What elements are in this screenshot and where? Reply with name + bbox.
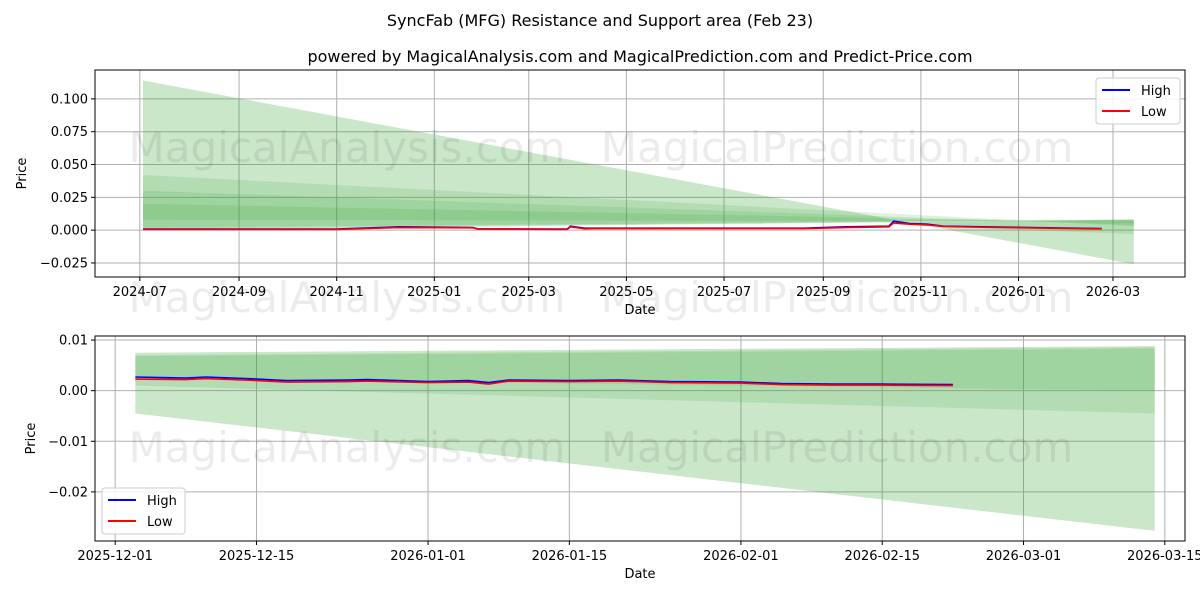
- x-tick-label: 2025-05: [599, 285, 653, 300]
- legend: High Low: [101, 487, 186, 535]
- x-tick-label: 2025-12-01: [77, 549, 153, 564]
- y-tick-label: −0.01: [48, 435, 88, 450]
- x-tick-label: 2026-03: [1086, 285, 1140, 300]
- x-tick-label: 2026-01-01: [390, 549, 466, 564]
- watermark: MagicalPrediction.com: [601, 273, 1074, 322]
- x-tick-label: 2024-07: [113, 285, 167, 300]
- x-tick-label: 2026-01-15: [532, 549, 608, 564]
- plot-frame: [94, 335, 1186, 542]
- support-resistance-band: [143, 175, 1134, 229]
- x-tick-label: 2024-09: [212, 285, 266, 300]
- y-axis-label: Price: [15, 158, 30, 190]
- legend-label: High: [147, 494, 177, 509]
- chart-subtitle: powered by MagicalAnalysis.com and Magic…: [307, 47, 972, 66]
- x-tick-label: 2025-03: [502, 285, 556, 300]
- support-resistance-band: [135, 346, 1155, 531]
- x-tick-label: 2025-11: [894, 285, 948, 300]
- series-line-low: [135, 377, 953, 387]
- y-tick-label: 0.01: [59, 334, 88, 349]
- plot-frame: [94, 69, 1186, 278]
- series-line-high: [135, 376, 953, 386]
- x-axis-label: Date: [624, 567, 655, 582]
- legend-label: Low: [1141, 105, 1167, 120]
- x-tick-label: 2026-01: [991, 285, 1045, 300]
- x-tick-label: 2025-07: [697, 285, 751, 300]
- x-axis-label: Date: [624, 303, 655, 318]
- x-tick-label: 2024-11: [310, 285, 364, 300]
- legend-label: Low: [147, 515, 173, 530]
- y-tick-label: 0.100: [51, 92, 88, 107]
- x-tick-label: 2026-02-15: [844, 549, 920, 564]
- y-tick-label: −0.02: [48, 485, 88, 500]
- watermark: MagicalAnalysis.com: [129, 423, 566, 472]
- y-tick-label: 0.050: [51, 158, 88, 173]
- legend: High Low: [1095, 77, 1181, 125]
- x-tick-label: 2025-09: [796, 285, 850, 300]
- x-tick-label: 2026-03-01: [986, 549, 1062, 564]
- support-resistance-band: [143, 190, 1134, 228]
- watermark: MagicalPrediction.com: [601, 123, 1074, 172]
- x-tick-label: 2026-02-01: [703, 549, 779, 564]
- watermark: MagicalPrediction.com: [601, 423, 1074, 472]
- watermark: MagicalAnalysis.com: [129, 273, 566, 322]
- y-tick-label: 0.075: [51, 125, 88, 140]
- support-resistance-band: [143, 80, 1134, 265]
- chart-panel-1: 2024-07 2024-09 2024-11 2025-01 2025-03 2025-…: [15, 69, 1186, 322]
- support-resistance-band: [143, 203, 1134, 223]
- x-tick-label: 2026-03-15: [1127, 549, 1200, 564]
- y-tick-label: 0.025: [51, 191, 88, 206]
- y-tick-label: −0.025: [40, 256, 88, 271]
- series-line-low: [143, 222, 1102, 231]
- chart-panel-2: 2025-12-01 2025-12-15 2026-01-01 2026-01-15…: [24, 334, 1200, 582]
- x-tick-label: 2025-01: [407, 285, 461, 300]
- legend-label: High: [1141, 84, 1171, 99]
- chart-title: SyncFab (MFG) Resistance and Support are…: [387, 11, 813, 30]
- y-tick-label: 0.000: [51, 224, 88, 239]
- y-axis-label: Price: [24, 423, 39, 455]
- x-tick-label: 2025-12-15: [219, 549, 295, 564]
- y-tick-label: 0.00: [59, 384, 88, 399]
- watermark: MagicalAnalysis.com: [129, 123, 566, 172]
